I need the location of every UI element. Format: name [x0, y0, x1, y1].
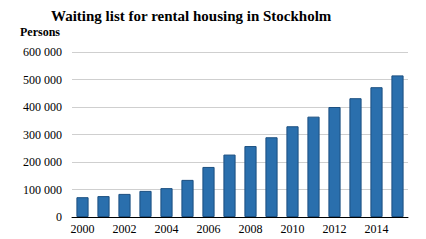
svg-text:2012: 2012	[323, 222, 347, 236]
svg-text:400 000: 400 000	[23, 100, 62, 114]
svg-text:500 000: 500 000	[23, 73, 62, 87]
svg-text:2006: 2006	[197, 222, 221, 236]
svg-text:Waiting list for rental housin: Waiting list for rental housing in Stock…	[51, 8, 332, 24]
svg-text:2004: 2004	[155, 222, 179, 236]
svg-text:2010: 2010	[281, 222, 305, 236]
svg-text:2002: 2002	[113, 222, 137, 236]
svg-text:600 000: 600 000	[23, 45, 62, 59]
svg-text:300 000: 300 000	[23, 128, 62, 142]
svg-text:200 000: 200 000	[23, 155, 62, 169]
svg-text:2008: 2008	[239, 222, 263, 236]
svg-text:2000: 2000	[71, 222, 95, 236]
svg-text:Persons: Persons	[20, 25, 60, 39]
svg-text:0: 0	[56, 210, 62, 224]
svg-text:2014: 2014	[365, 222, 389, 236]
svg-text:100 000: 100 000	[23, 183, 62, 197]
